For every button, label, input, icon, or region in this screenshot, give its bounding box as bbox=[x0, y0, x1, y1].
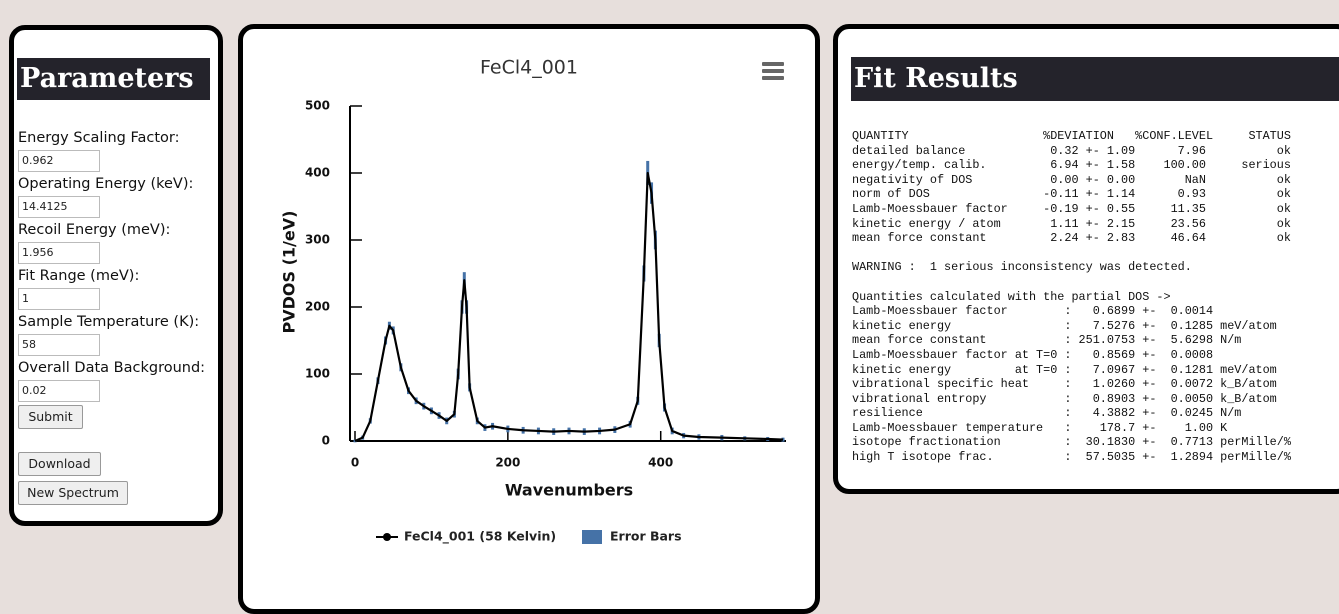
field-label: Overall Data Background: bbox=[18, 360, 206, 376]
quantity-line: resilience : 4.3882 +- 0.0245 N/m bbox=[852, 406, 1242, 421]
result-line: negativity of DOS 0.00 +- 0.00 NaN ok bbox=[852, 172, 1291, 187]
field-label: Recoil Energy (meV): bbox=[18, 222, 171, 238]
result-line: detailed balance 0.32 +- 1.09 7.96 ok bbox=[852, 143, 1291, 158]
fit-results-text: QUANTITY %DEVIATION %CONF.LEVEL STATUS de… bbox=[852, 129, 1291, 465]
field-input[interactable]: 0.02 bbox=[18, 380, 100, 402]
parameters-panel: Parameters Energy Scaling Factor: 0.962 Op… bbox=[9, 25, 223, 526]
warning-line: WARNING : 1 serious inconsistency was de… bbox=[852, 260, 1192, 275]
field-label: Operating Energy (keV): bbox=[18, 176, 194, 192]
new-spectrum-button[interactable]: New Spectrum bbox=[18, 481, 128, 505]
field-input[interactable]: 58 bbox=[18, 334, 100, 356]
chart-panel bbox=[238, 24, 820, 614]
result-line: Lamb-Moessbauer factor -0.19 +- 0.55 11.… bbox=[852, 201, 1291, 216]
field-input[interactable]: 0.962 bbox=[18, 150, 100, 172]
field-input[interactable]: 1 bbox=[18, 288, 100, 310]
result-line: mean force constant 2.24 +- 2.83 46.64 o… bbox=[852, 231, 1291, 246]
field-label: Energy Scaling Factor: bbox=[18, 130, 180, 146]
quantity-line: Lamb-Moessbauer temperature : 178.7 +- 1… bbox=[852, 420, 1228, 435]
fit-results-panel: Fit Results QUANTITY %DEVIATION %CONF.LE… bbox=[833, 24, 1339, 494]
quantity-line: kinetic energy : 7.5276 +- 0.1285 meV/at… bbox=[852, 318, 1277, 333]
parameters-title: Parameters bbox=[17, 58, 210, 100]
result-line: norm of DOS -0.11 +- 1.14 0.93 ok bbox=[852, 187, 1291, 202]
field-input[interactable]: 1.956 bbox=[18, 242, 100, 264]
download-button[interactable]: Download bbox=[18, 452, 101, 476]
field-input[interactable]: 14.4125 bbox=[18, 196, 100, 218]
quantity-line: isotope fractionation : 30.1830 +- 0.771… bbox=[852, 435, 1291, 450]
quantity-line: vibrational specific heat : 1.0260 +- 0.… bbox=[852, 377, 1277, 392]
quantity-line: mean force constant : 251.0753 +- 5.6298… bbox=[852, 333, 1242, 348]
result-line: kinetic energy / atom 1.11 +- 2.15 23.56… bbox=[852, 216, 1291, 231]
result-line: energy/temp. calib. 6.94 +- 1.58 100.00 … bbox=[852, 158, 1291, 173]
field-label: Fit Range (meV): bbox=[18, 268, 140, 284]
quantity-line: Lamb-Moessbauer factor at T=0 : 0.8569 +… bbox=[852, 347, 1214, 362]
field-label: Sample Temperature (K): bbox=[18, 314, 200, 330]
result-line: QUANTITY %DEVIATION %CONF.LEVEL STATUS bbox=[852, 129, 1291, 143]
fit-results-title: Fit Results bbox=[851, 57, 1339, 101]
quantity-line: vibrational entropy : 0.8903 +- 0.0050 k… bbox=[852, 391, 1277, 406]
submit-button[interactable]: Submit bbox=[18, 405, 83, 429]
page: Parameters Energy Scaling Factor: 0.962 Op… bbox=[9, 24, 1339, 614]
quantity-line: high T isotope frac. : 57.5035 +- 1.2894… bbox=[852, 450, 1291, 465]
quantity-line: Quantities calculated with the partial D… bbox=[852, 289, 1171, 304]
quantity-line: Lamb-Moessbauer factor : 0.6899 +- 0.001… bbox=[852, 304, 1214, 319]
quantity-line: kinetic energy at T=0 : 7.0967 +- 0.1281… bbox=[852, 362, 1277, 377]
